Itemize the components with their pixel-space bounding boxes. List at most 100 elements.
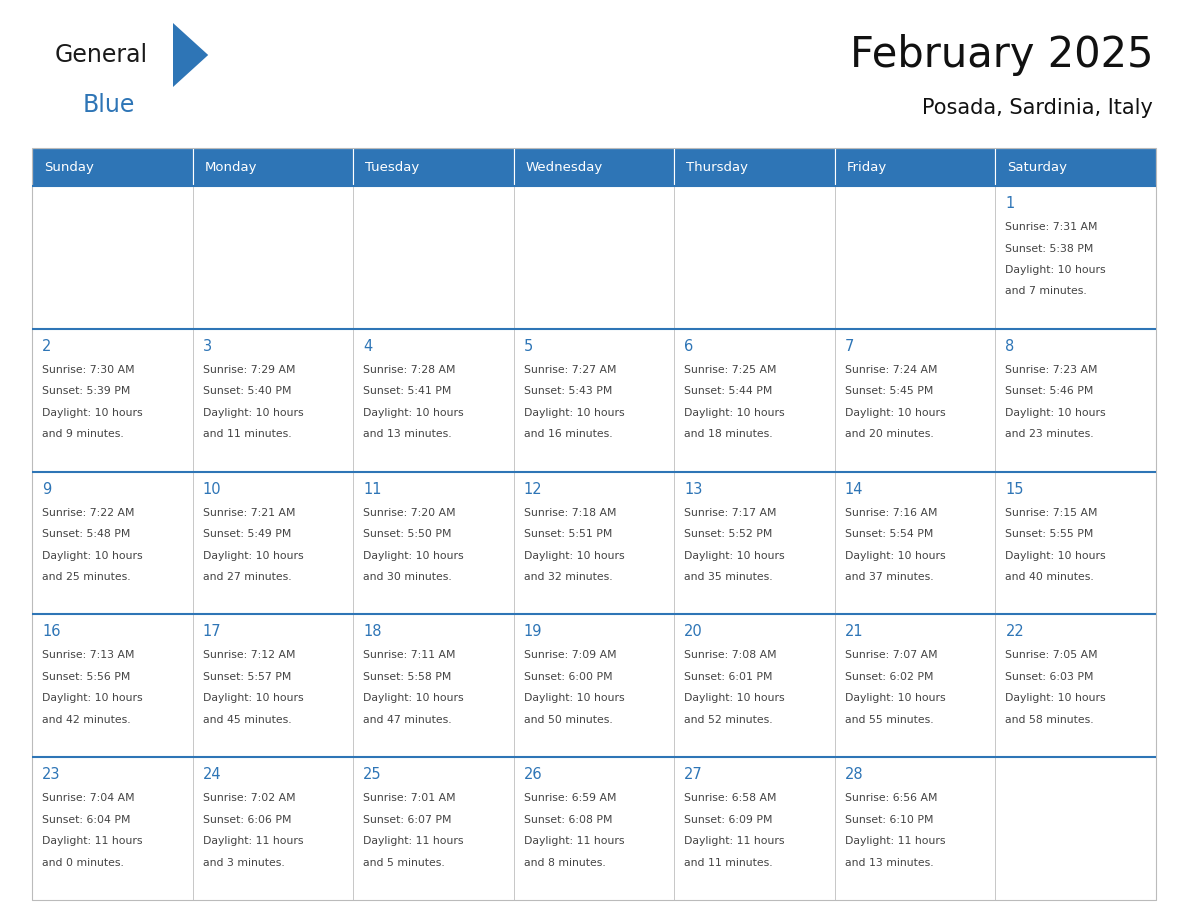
Text: Daylight: 10 hours: Daylight: 10 hours	[524, 693, 625, 703]
Text: Sunset: 5:38 PM: Sunset: 5:38 PM	[1005, 243, 1094, 253]
Text: and 18 minutes.: and 18 minutes.	[684, 430, 773, 440]
Bar	[835, 329, 996, 472]
Text: Sunrise: 6:56 AM: Sunrise: 6:56 AM	[845, 793, 937, 803]
Text: Sunset: 5:40 PM: Sunset: 5:40 PM	[203, 386, 291, 397]
Text: Sunrise: 6:59 AM: Sunrise: 6:59 AM	[524, 793, 617, 803]
Text: Daylight: 10 hours: Daylight: 10 hours	[42, 408, 143, 418]
Text: Sunset: 5:41 PM: Sunset: 5:41 PM	[364, 386, 451, 397]
Text: Sunrise: 7:29 AM: Sunrise: 7:29 AM	[203, 364, 295, 375]
Bar	[835, 186, 996, 329]
Text: Daylight: 11 hours: Daylight: 11 hours	[524, 836, 624, 846]
Text: Sunrise: 7:21 AM: Sunrise: 7:21 AM	[203, 508, 295, 518]
Bar	[675, 757, 835, 900]
Text: Sunset: 5:44 PM: Sunset: 5:44 PM	[684, 386, 772, 397]
Text: 6: 6	[684, 339, 694, 353]
Text: and 11 minutes.: and 11 minutes.	[684, 857, 773, 868]
Text: Daylight: 10 hours: Daylight: 10 hours	[845, 551, 946, 561]
Text: 25: 25	[364, 767, 381, 782]
Text: Saturday: Saturday	[1007, 161, 1068, 174]
Text: Sunset: 5:54 PM: Sunset: 5:54 PM	[845, 529, 934, 539]
Text: February 2025: February 2025	[849, 34, 1154, 76]
Bar	[675, 329, 835, 472]
Text: Daylight: 11 hours: Daylight: 11 hours	[364, 836, 463, 846]
Text: Sunrise: 7:31 AM: Sunrise: 7:31 AM	[1005, 222, 1098, 232]
Text: and 3 minutes.: and 3 minutes.	[203, 857, 284, 868]
Bar	[513, 472, 675, 614]
Text: Sunset: 6:07 PM: Sunset: 6:07 PM	[364, 814, 451, 824]
Text: Sunset: 6:01 PM: Sunset: 6:01 PM	[684, 672, 772, 682]
Bar	[192, 472, 353, 614]
Bar	[513, 186, 675, 329]
Text: Sunrise: 7:13 AM: Sunrise: 7:13 AM	[42, 650, 134, 660]
Text: Sunrise: 7:01 AM: Sunrise: 7:01 AM	[364, 793, 456, 803]
Text: and 35 minutes.: and 35 minutes.	[684, 572, 773, 582]
Text: 23: 23	[42, 767, 61, 782]
Text: Sunrise: 7:02 AM: Sunrise: 7:02 AM	[203, 793, 295, 803]
Text: Daylight: 10 hours: Daylight: 10 hours	[364, 693, 463, 703]
Text: and 37 minutes.: and 37 minutes.	[845, 572, 934, 582]
Text: and 16 minutes.: and 16 minutes.	[524, 430, 612, 440]
Bar	[513, 148, 675, 186]
Text: Sunset: 5:49 PM: Sunset: 5:49 PM	[203, 529, 291, 539]
Text: Daylight: 10 hours: Daylight: 10 hours	[203, 693, 303, 703]
Text: Sunset: 5:51 PM: Sunset: 5:51 PM	[524, 529, 612, 539]
Text: Sunset: 5:48 PM: Sunset: 5:48 PM	[42, 529, 131, 539]
Text: Wednesday: Wednesday	[526, 161, 604, 174]
Bar	[192, 614, 353, 757]
Bar	[32, 614, 192, 757]
Text: Sunrise: 7:12 AM: Sunrise: 7:12 AM	[203, 650, 295, 660]
Bar	[32, 329, 192, 472]
Text: Daylight: 10 hours: Daylight: 10 hours	[42, 551, 143, 561]
Text: Sunset: 6:00 PM: Sunset: 6:00 PM	[524, 672, 612, 682]
Text: Sunset: 6:09 PM: Sunset: 6:09 PM	[684, 814, 772, 824]
Text: 27: 27	[684, 767, 703, 782]
Bar	[32, 186, 192, 329]
Text: Posada, Sardinia, Italy: Posada, Sardinia, Italy	[922, 98, 1154, 118]
Text: 20: 20	[684, 624, 703, 640]
Text: 14: 14	[845, 482, 864, 497]
Text: and 13 minutes.: and 13 minutes.	[845, 857, 934, 868]
Text: 12: 12	[524, 482, 543, 497]
Bar	[192, 148, 353, 186]
Bar	[32, 472, 192, 614]
Text: 28: 28	[845, 767, 864, 782]
Text: Sunrise: 7:09 AM: Sunrise: 7:09 AM	[524, 650, 617, 660]
Bar	[996, 148, 1156, 186]
Text: and 8 minutes.: and 8 minutes.	[524, 857, 606, 868]
Bar	[353, 472, 513, 614]
Text: 3: 3	[203, 339, 211, 353]
Text: and 40 minutes.: and 40 minutes.	[1005, 572, 1094, 582]
Bar	[835, 148, 996, 186]
Text: Monday: Monday	[204, 161, 257, 174]
Text: Daylight: 10 hours: Daylight: 10 hours	[684, 551, 785, 561]
Text: Daylight: 10 hours: Daylight: 10 hours	[42, 693, 143, 703]
Text: Daylight: 10 hours: Daylight: 10 hours	[1005, 551, 1106, 561]
Text: Sunrise: 7:24 AM: Sunrise: 7:24 AM	[845, 364, 937, 375]
Text: Sunrise: 7:22 AM: Sunrise: 7:22 AM	[42, 508, 134, 518]
Bar	[32, 148, 1156, 900]
Bar	[353, 186, 513, 329]
Text: Daylight: 11 hours: Daylight: 11 hours	[203, 836, 303, 846]
Text: and 32 minutes.: and 32 minutes.	[524, 572, 612, 582]
Text: Sunrise: 7:28 AM: Sunrise: 7:28 AM	[364, 364, 456, 375]
Text: 7: 7	[845, 339, 854, 353]
Bar	[192, 757, 353, 900]
Text: 18: 18	[364, 624, 381, 640]
Text: Sunrise: 7:25 AM: Sunrise: 7:25 AM	[684, 364, 777, 375]
Bar	[192, 186, 353, 329]
Text: Daylight: 10 hours: Daylight: 10 hours	[524, 551, 625, 561]
Text: General: General	[55, 43, 148, 67]
Bar	[675, 614, 835, 757]
Bar	[835, 472, 996, 614]
Text: 9: 9	[42, 482, 51, 497]
Text: and 58 minutes.: and 58 minutes.	[1005, 715, 1094, 725]
Text: Thursday: Thursday	[687, 161, 748, 174]
Text: Daylight: 10 hours: Daylight: 10 hours	[203, 408, 303, 418]
Text: Sunrise: 7:30 AM: Sunrise: 7:30 AM	[42, 364, 134, 375]
Text: and 20 minutes.: and 20 minutes.	[845, 430, 934, 440]
Text: and 25 minutes.: and 25 minutes.	[42, 572, 131, 582]
Text: Daylight: 10 hours: Daylight: 10 hours	[1005, 408, 1106, 418]
Text: 22: 22	[1005, 624, 1024, 640]
Bar	[353, 614, 513, 757]
Text: Sunrise: 7:27 AM: Sunrise: 7:27 AM	[524, 364, 617, 375]
